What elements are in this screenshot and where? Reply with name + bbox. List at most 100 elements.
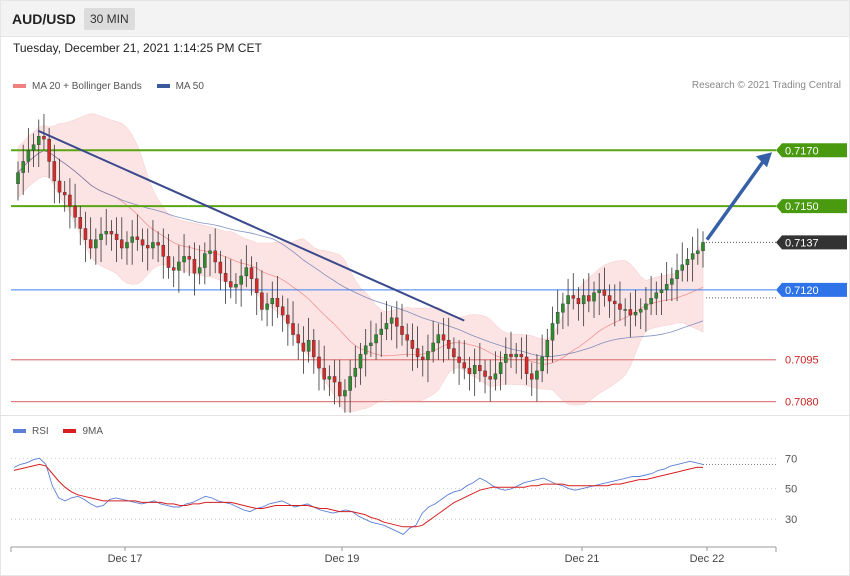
- candle-body: [130, 236, 134, 243]
- candle: [550, 306, 555, 363]
- candle-body: [405, 334, 409, 341]
- candle-body: [62, 191, 67, 196]
- candle-body: [312, 339, 316, 358]
- candle: [73, 183, 77, 229]
- candle-body: [587, 295, 591, 302]
- candle-body: [37, 136, 41, 145]
- candle: [576, 287, 581, 321]
- candle: [171, 256, 176, 288]
- candle: [363, 329, 368, 377]
- candle-body: [291, 323, 295, 335]
- candle-body: [296, 334, 300, 344]
- candle-body: [363, 345, 368, 355]
- candle: [161, 228, 166, 279]
- candle: [322, 345, 326, 391]
- candle: [389, 306, 394, 341]
- candle: [670, 267, 674, 302]
- candle-body: [514, 353, 518, 358]
- candle-body: [213, 250, 217, 263]
- main-legend: MA 20 + Bollinger Bands MA 50: [13, 80, 216, 92]
- candle: [52, 144, 57, 204]
- candle: [343, 379, 347, 413]
- candle-body: [597, 289, 601, 293]
- candle: [664, 261, 669, 302]
- candle-body: [114, 233, 119, 240]
- price-label-bg: [776, 199, 847, 214]
- candle-body: [592, 292, 596, 302]
- forecast-arrow-shaft: [705, 159, 766, 241]
- candle-body: [265, 303, 269, 310]
- candle-body: [633, 312, 638, 316]
- candle: [254, 261, 259, 316]
- chart-datetime: Tuesday, December 21, 2021 1:14:25 PM CE…: [13, 41, 262, 55]
- candle-body: [177, 261, 181, 271]
- forecast-arrow-head: [756, 152, 772, 168]
- candle: [498, 351, 503, 391]
- timeframe-button[interactable]: 30 MIN: [84, 8, 135, 30]
- candle-body: [400, 326, 404, 335]
- candle: [270, 281, 275, 327]
- candle: [628, 292, 633, 338]
- candle-body: [358, 353, 363, 369]
- candle-body: [327, 376, 332, 380]
- candle-body: [94, 239, 98, 249]
- candle: [88, 217, 93, 260]
- candle-body: [229, 281, 233, 288]
- candle-body: [218, 261, 223, 274]
- candle-body: [166, 256, 171, 268]
- candle-body: [426, 351, 430, 360]
- candle: [410, 323, 415, 371]
- candle: [607, 284, 612, 318]
- candle-body: [275, 298, 280, 307]
- candle-body: [410, 339, 415, 349]
- candle-body: [607, 295, 612, 302]
- candle: [244, 245, 249, 288]
- candle: [94, 228, 98, 265]
- candle-body: [270, 298, 275, 305]
- candle-body: [452, 348, 456, 358]
- candle-body: [462, 362, 467, 369]
- candle: [504, 337, 508, 385]
- candle-body: [675, 270, 679, 279]
- candle-body: [701, 242, 705, 252]
- rsi-series-9ma: [13, 463, 703, 528]
- candle: [125, 231, 129, 265]
- candle-body: [120, 239, 124, 249]
- candle-body: [73, 205, 77, 218]
- candle: [566, 278, 570, 327]
- candle-body: [140, 239, 145, 246]
- candle-body: [68, 194, 72, 207]
- candle-body: [31, 144, 36, 151]
- candle: [78, 206, 83, 246]
- candle-body: [47, 138, 51, 162]
- candle-body: [26, 150, 31, 162]
- candle-body: [379, 328, 384, 335]
- candle-body: [618, 303, 622, 310]
- candle: [659, 273, 664, 316]
- candle-body: [135, 236, 140, 240]
- candle-body: [431, 342, 435, 352]
- candle: [509, 331, 513, 369]
- candle: [151, 220, 155, 260]
- candle-body: [203, 253, 207, 268]
- ma50-line: [17, 150, 704, 357]
- candle-body: [280, 306, 285, 316]
- candle: [312, 329, 316, 374]
- candle-body: [576, 298, 581, 305]
- price-label-text: 0.7150: [785, 201, 819, 213]
- x-tick-label: Dec 22: [690, 553, 725, 565]
- price-label-0-7170: 0.7170: [776, 143, 847, 158]
- candle-body: [483, 370, 487, 377]
- candle: [213, 228, 217, 274]
- candle-body: [254, 278, 259, 293]
- candle: [431, 320, 435, 363]
- candle-body: [208, 250, 212, 254]
- candle: [457, 340, 461, 385]
- candle: [592, 281, 596, 318]
- candle: [680, 242, 684, 282]
- legend-item-9ma: 9MA: [63, 426, 103, 437]
- rsi-legend: RSI 9MA: [13, 425, 115, 437]
- price-label-text: 0.7137: [785, 237, 819, 249]
- candle-body: [670, 278, 674, 285]
- candle: [37, 119, 41, 168]
